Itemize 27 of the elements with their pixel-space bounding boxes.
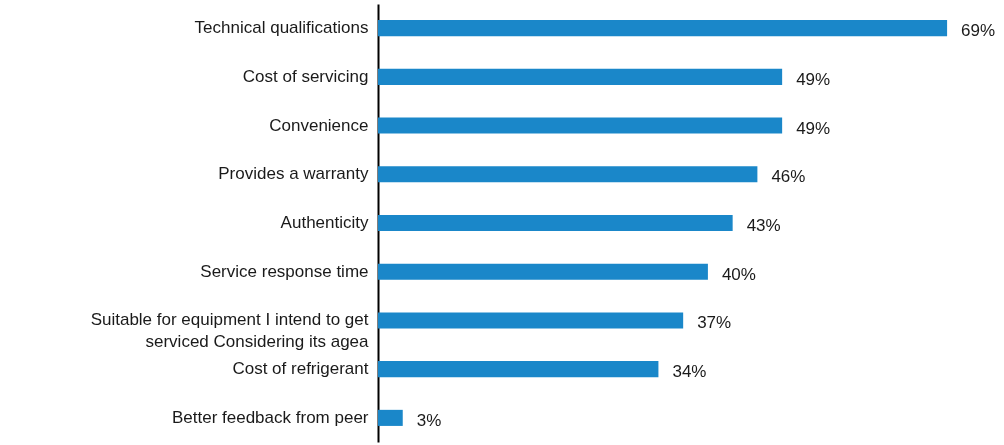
y-tick-label: Better feedback from peer (171, 407, 369, 427)
data-label: 37% (697, 313, 732, 333)
data-label: 49% (796, 118, 831, 138)
bar (378, 20, 948, 37)
y-tick-label: Technical qualifications (194, 18, 369, 38)
bar (378, 68, 783, 85)
y-tick-label: Convenience (269, 115, 369, 135)
data-label: 49% (796, 69, 831, 89)
bar (378, 312, 684, 329)
bar (378, 361, 659, 378)
data-label: 46% (771, 167, 806, 187)
y-tick-label: Suitable for equipment I intend to get serviced Considering its agea (90, 310, 370, 352)
data-label: 40% (721, 264, 756, 284)
y-tick-label: Authenticity (280, 213, 369, 232)
bar (378, 117, 783, 134)
data-label: 43% (746, 216, 781, 235)
data-label: 3% (416, 410, 442, 430)
bar (378, 166, 758, 183)
y-tick-label: Provides a warranty (218, 164, 369, 184)
bar (378, 214, 733, 232)
y-tick-label: Cost of refrigerant (232, 359, 369, 379)
y-tick-label: Service response time (200, 261, 369, 281)
data-label: 69% (961, 21, 996, 41)
bar (378, 263, 708, 280)
bar (378, 409, 403, 426)
data-label: 34% (672, 362, 707, 382)
y-tick-label: Cost of servicing (242, 66, 369, 86)
